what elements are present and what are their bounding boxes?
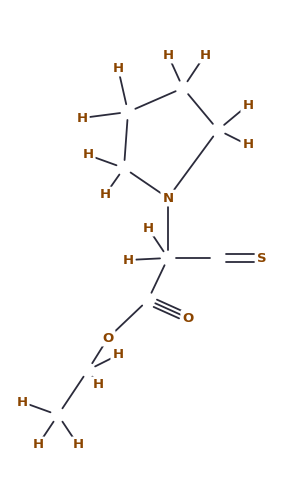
Text: H: H <box>112 349 124 362</box>
Text: H: H <box>112 61 124 75</box>
Text: H: H <box>242 99 254 112</box>
Text: N: N <box>162 192 174 205</box>
Text: H: H <box>242 138 254 151</box>
Text: H: H <box>82 148 94 161</box>
Text: H: H <box>73 438 84 452</box>
Text: O: O <box>182 311 194 324</box>
Text: H: H <box>32 438 43 452</box>
Text: H: H <box>122 253 133 266</box>
Text: H: H <box>142 221 154 235</box>
Text: H: H <box>92 378 103 391</box>
Text: H: H <box>76 112 88 125</box>
Text: H: H <box>200 48 211 61</box>
Text: H: H <box>162 48 174 61</box>
Text: S: S <box>257 251 267 264</box>
Text: O: O <box>103 331 114 344</box>
Text: H: H <box>17 396 28 409</box>
Text: H: H <box>99 189 110 202</box>
